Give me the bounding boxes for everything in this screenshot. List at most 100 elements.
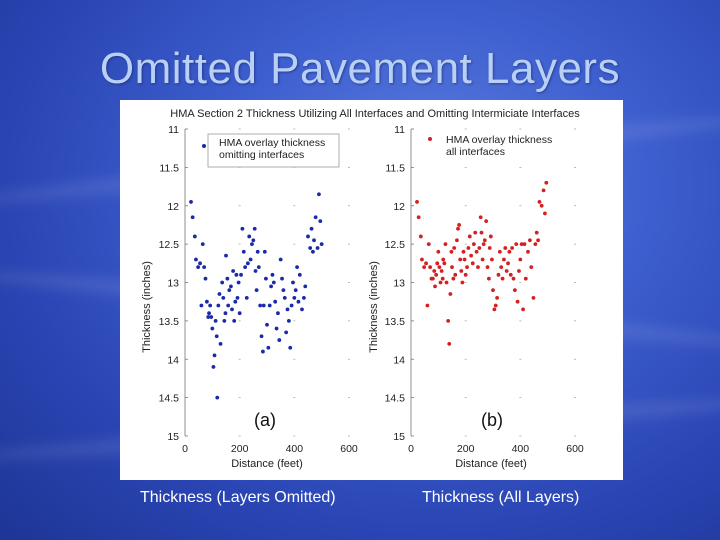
panel-a-point bbox=[208, 304, 212, 308]
panel-a-point bbox=[294, 288, 298, 292]
panel-b-point bbox=[514, 242, 518, 246]
panel-a-point bbox=[295, 265, 299, 269]
panel-b-point bbox=[469, 254, 473, 258]
panel-a-point bbox=[249, 258, 253, 262]
panel-b-point bbox=[499, 265, 503, 269]
figure-title: HMA Section 2 Thickness Utilizing All In… bbox=[170, 108, 580, 120]
panel-b-point bbox=[453, 273, 457, 277]
panel-b-point bbox=[508, 250, 512, 254]
panel-a-point bbox=[234, 273, 238, 277]
panel-b-point bbox=[467, 246, 471, 250]
panel-b-point bbox=[417, 215, 421, 219]
panel-a-point bbox=[245, 296, 249, 300]
panel-a-point bbox=[308, 246, 312, 250]
panel-b-xtick-label: 200 bbox=[457, 443, 475, 455]
panel-a-point bbox=[253, 227, 257, 231]
panel-b-point bbox=[436, 250, 440, 254]
panel-a-point bbox=[269, 284, 273, 288]
panel-b-point bbox=[456, 227, 460, 231]
panel-a-point bbox=[258, 304, 262, 308]
panel-b-legend-marker bbox=[428, 137, 432, 141]
panel-a-point bbox=[224, 311, 228, 315]
panel-a-ytick-label: 12.5 bbox=[159, 239, 180, 251]
panel-b-point bbox=[481, 258, 485, 262]
panel-a-point bbox=[292, 296, 296, 300]
panel-b-point bbox=[506, 261, 510, 265]
panel-a-point bbox=[286, 307, 290, 311]
panel-a-point bbox=[225, 277, 229, 281]
panel-a-point bbox=[255, 288, 259, 292]
panel-b-point bbox=[472, 242, 476, 246]
panel-a-point bbox=[201, 242, 205, 246]
legend-entry-a-line2: omitting interfaces bbox=[219, 149, 304, 161]
panel-a-point bbox=[204, 277, 208, 281]
panel-b-point bbox=[491, 288, 495, 292]
panel-a-point bbox=[212, 365, 216, 369]
panel-a-point bbox=[198, 261, 202, 265]
panel-b-point bbox=[505, 269, 509, 273]
panel-a-point bbox=[310, 227, 314, 231]
panel-b-point bbox=[542, 189, 546, 193]
panel-b-point bbox=[532, 296, 536, 300]
panel-a-point bbox=[233, 300, 237, 304]
panel-a-point bbox=[272, 281, 276, 285]
panel-a-point bbox=[237, 281, 241, 285]
panel-a-point bbox=[191, 215, 195, 219]
panel-b-point bbox=[521, 307, 525, 311]
panel-b: Thickness (inches) Distance (feet) (b) H… bbox=[368, 124, 584, 470]
panel-b-point bbox=[441, 258, 445, 262]
panel-a-point bbox=[300, 307, 304, 311]
panel-b-point bbox=[535, 231, 539, 235]
panel-b-ylabel: Thickness (inches) bbox=[368, 261, 380, 353]
panel-b-point bbox=[490, 258, 494, 262]
panel-b-point bbox=[426, 304, 430, 308]
panel-a-xtick-label: 400 bbox=[286, 443, 304, 455]
panel-b-xlabel: Distance (feet) bbox=[455, 458, 527, 470]
panel-a-ytick-label: 15 bbox=[167, 431, 179, 443]
panel-a-ylabel: Thickness (inches) bbox=[141, 261, 153, 353]
panel-b-point bbox=[458, 258, 462, 262]
panel-a-point bbox=[238, 311, 242, 315]
panel-b-point bbox=[447, 342, 451, 346]
panel-b-point bbox=[438, 265, 442, 269]
panel-a-point bbox=[236, 296, 240, 300]
panel-b-point bbox=[512, 277, 516, 281]
panel-b-point bbox=[533, 242, 537, 246]
panel-b-point bbox=[459, 269, 463, 273]
figure: HMA Section 2 Thickness Utilizing All In… bbox=[120, 100, 623, 480]
panel-b-point bbox=[445, 281, 449, 285]
legend-entry-b-line2: all interfaces bbox=[446, 146, 505, 158]
panel-b-point bbox=[464, 273, 468, 277]
panel-b-point bbox=[439, 281, 443, 285]
panel-a-point bbox=[264, 277, 268, 281]
panel-b-point bbox=[543, 212, 547, 216]
panel-b-label: (b) bbox=[481, 410, 503, 430]
panel-b-point bbox=[498, 250, 502, 254]
panel-b-point bbox=[435, 261, 439, 265]
panel-b-point bbox=[513, 288, 517, 292]
panel-b-point bbox=[501, 277, 505, 281]
panel-a-point bbox=[220, 281, 224, 285]
panel-a-point bbox=[226, 304, 230, 308]
panel-a-point bbox=[232, 319, 236, 323]
panel-a-point bbox=[239, 273, 243, 277]
panel-a-ytick-label: 13.5 bbox=[159, 316, 180, 328]
panel-b-point bbox=[434, 273, 438, 277]
panel-b-point bbox=[463, 258, 467, 262]
panel-b-point bbox=[455, 238, 459, 242]
panel-b-point bbox=[457, 223, 461, 227]
panel-b-point bbox=[475, 250, 479, 254]
panel-b-point bbox=[473, 231, 477, 235]
panel-b-point bbox=[497, 273, 501, 277]
caption-right: Thickness (All Layers) bbox=[422, 489, 579, 507]
panel-b-point bbox=[468, 235, 472, 239]
panel-b-point bbox=[452, 246, 456, 250]
panel-a-point bbox=[302, 296, 306, 300]
panel-b-point bbox=[523, 242, 527, 246]
caption-left: Thickness (Layers Omitted) bbox=[140, 489, 336, 507]
panel-b-point bbox=[488, 246, 492, 250]
panel-b-point bbox=[484, 219, 488, 223]
panel-b-point bbox=[462, 250, 466, 254]
panel-a-point bbox=[265, 323, 269, 327]
panel-a-point bbox=[229, 284, 233, 288]
